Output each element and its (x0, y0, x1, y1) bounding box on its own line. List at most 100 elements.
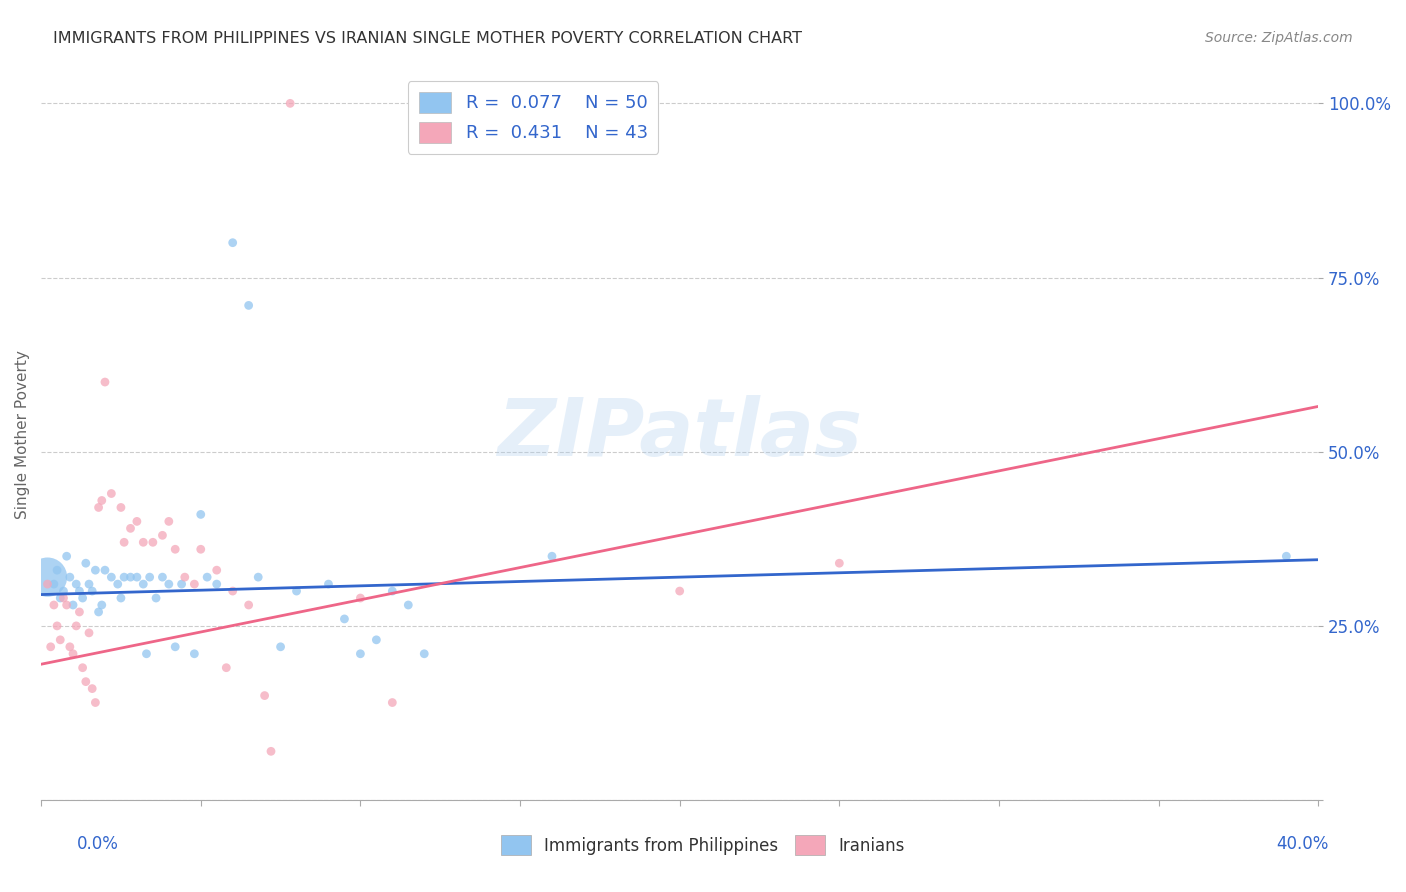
Point (110, 591, 132, 605)
Point (87, 500, 110, 515)
Point (238, 298, 260, 312)
Point (82, 681, 104, 696)
Point (46, 563, 69, 577)
Point (152, 570, 174, 584)
Point (157, 515, 180, 529)
Point (77, 577, 100, 591)
Point (349, 647, 371, 661)
Point (107, 577, 129, 591)
Point (67, 584, 90, 599)
Point (183, 577, 205, 591)
Text: IMMIGRANTS FROM PHILIPPINES VS IRANIAN SINGLE MOTHER POVERTY CORRELATION CHART: IMMIGRANTS FROM PHILIPPINES VS IRANIAN S… (53, 31, 803, 46)
Point (349, 591, 371, 605)
Point (318, 577, 340, 591)
Legend: R =  0.077    N = 50, R =  0.431    N = 43: R = 0.077 N = 50, R = 0.431 N = 43 (408, 81, 658, 153)
Point (112, 535, 135, 549)
Point (112, 570, 135, 584)
Point (39, 640, 62, 654)
Point (65, 619, 87, 633)
Point (333, 612, 356, 626)
Point (49, 632, 72, 647)
Point (278, 96, 301, 111)
Text: ZIPatlas: ZIPatlas (498, 395, 862, 474)
Point (94, 563, 117, 577)
Point (135, 647, 157, 661)
Point (381, 584, 404, 599)
Point (541, 549, 564, 564)
Point (157, 577, 180, 591)
Point (46, 619, 69, 633)
Point (77, 625, 100, 640)
Point (100, 486, 122, 500)
Point (55, 598, 77, 612)
Point (132, 535, 155, 549)
Point (238, 598, 260, 612)
Point (190, 542, 212, 557)
Point (125, 570, 148, 584)
Point (221, 584, 243, 599)
Point (381, 696, 404, 710)
Point (84, 696, 107, 710)
Text: 40.0%: 40.0% (1277, 835, 1329, 853)
Point (75, 674, 97, 689)
Point (142, 535, 165, 549)
Point (84, 563, 107, 577)
Point (49, 591, 72, 605)
Point (247, 570, 270, 584)
Point (120, 570, 142, 584)
Point (90, 493, 112, 508)
Point (100, 570, 122, 584)
Point (1275, 549, 1298, 564)
Point (87, 605, 110, 619)
Point (205, 577, 228, 591)
Point (270, 640, 292, 654)
Point (52, 591, 75, 605)
Point (668, 584, 690, 599)
Point (205, 563, 228, 577)
Point (65, 577, 87, 591)
Point (170, 577, 193, 591)
Point (152, 528, 174, 542)
Point (52, 584, 75, 599)
Point (145, 591, 167, 605)
Point (90, 598, 112, 612)
Point (413, 647, 436, 661)
Point (125, 515, 148, 529)
Point (195, 570, 218, 584)
Point (62, 647, 84, 661)
Y-axis label: Single Mother Poverty: Single Mother Poverty (15, 350, 30, 519)
Point (59, 640, 82, 654)
Legend: Immigrants from Philippines, Iranians: Immigrants from Philippines, Iranians (495, 829, 911, 862)
Point (59, 570, 82, 584)
Text: 0.0%: 0.0% (77, 835, 120, 853)
Point (62, 598, 84, 612)
Point (132, 577, 155, 591)
Point (285, 584, 308, 599)
Point (253, 689, 276, 703)
Text: Source: ZipAtlas.com: Source: ZipAtlas.com (1205, 31, 1353, 45)
Point (55, 549, 77, 564)
Point (183, 647, 205, 661)
Point (37, 577, 59, 591)
Point (366, 632, 388, 647)
Point (190, 508, 212, 522)
Point (42, 598, 65, 612)
Point (828, 556, 851, 570)
Point (94, 375, 117, 389)
Point (165, 542, 187, 557)
Point (42, 577, 65, 591)
Point (110, 500, 132, 515)
Point (120, 521, 142, 535)
Point (221, 235, 243, 250)
Point (215, 661, 238, 675)
Point (75, 556, 97, 570)
Point (67, 605, 90, 619)
Point (165, 640, 187, 654)
Point (173, 570, 195, 584)
Point (37, 570, 59, 584)
Point (82, 584, 104, 599)
Point (138, 570, 160, 584)
Point (260, 744, 283, 758)
Point (396, 598, 419, 612)
Point (72, 661, 94, 675)
